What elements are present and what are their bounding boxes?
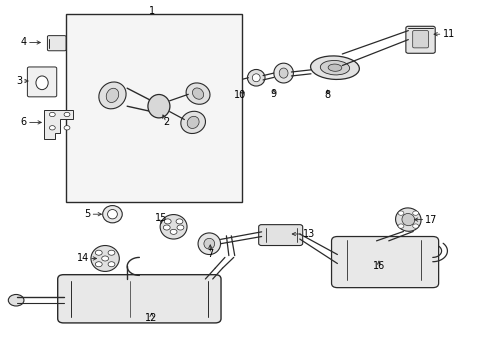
Text: 13: 13: [303, 229, 315, 239]
Ellipse shape: [310, 56, 359, 80]
Text: 11: 11: [442, 29, 454, 39]
Circle shape: [164, 219, 171, 224]
FancyBboxPatch shape: [27, 67, 57, 97]
Polygon shape: [44, 110, 73, 139]
Text: 16: 16: [372, 261, 385, 271]
Ellipse shape: [187, 116, 199, 129]
Text: 5: 5: [84, 209, 90, 219]
Circle shape: [108, 250, 115, 255]
Circle shape: [95, 250, 102, 255]
Bar: [66, 14, 242, 202]
Ellipse shape: [320, 60, 349, 75]
Circle shape: [108, 262, 115, 267]
Circle shape: [64, 126, 70, 130]
Circle shape: [397, 211, 403, 215]
FancyBboxPatch shape: [47, 36, 66, 51]
Circle shape: [8, 294, 24, 306]
Text: 15: 15: [155, 213, 167, 223]
Circle shape: [95, 262, 102, 267]
Ellipse shape: [102, 206, 122, 223]
Text: 17: 17: [425, 215, 437, 225]
Circle shape: [49, 126, 55, 130]
Ellipse shape: [247, 69, 264, 86]
Circle shape: [170, 229, 177, 234]
Text: 12: 12: [145, 312, 158, 323]
FancyBboxPatch shape: [58, 275, 221, 323]
Circle shape: [163, 225, 170, 230]
Ellipse shape: [279, 68, 287, 78]
Circle shape: [412, 211, 418, 215]
Ellipse shape: [203, 238, 214, 249]
Ellipse shape: [99, 82, 126, 109]
Circle shape: [64, 112, 70, 117]
Circle shape: [176, 219, 183, 224]
Ellipse shape: [36, 76, 48, 90]
Text: 2: 2: [163, 117, 169, 127]
Ellipse shape: [273, 63, 293, 83]
Circle shape: [102, 256, 108, 261]
Circle shape: [49, 112, 55, 117]
Circle shape: [177, 225, 183, 230]
Ellipse shape: [147, 94, 170, 118]
Ellipse shape: [252, 74, 260, 82]
Text: 6: 6: [20, 117, 27, 127]
Text: 7: 7: [207, 249, 213, 259]
Ellipse shape: [192, 88, 203, 99]
Ellipse shape: [401, 213, 414, 226]
Text: 3: 3: [16, 76, 22, 86]
Ellipse shape: [106, 88, 119, 103]
Text: 14: 14: [77, 253, 89, 264]
Text: 8: 8: [324, 90, 330, 100]
FancyBboxPatch shape: [258, 225, 302, 246]
Ellipse shape: [160, 215, 186, 239]
Circle shape: [397, 224, 403, 228]
Ellipse shape: [327, 64, 341, 71]
FancyBboxPatch shape: [331, 237, 438, 288]
FancyBboxPatch shape: [412, 31, 427, 48]
Text: 9: 9: [270, 89, 276, 99]
Text: 10: 10: [233, 90, 245, 100]
Ellipse shape: [91, 246, 119, 271]
Ellipse shape: [186, 83, 209, 104]
Text: 4: 4: [20, 37, 27, 48]
Ellipse shape: [395, 208, 420, 231]
FancyBboxPatch shape: [405, 26, 434, 53]
Ellipse shape: [107, 210, 117, 219]
Text: 1: 1: [148, 6, 154, 16]
Ellipse shape: [181, 111, 205, 134]
Ellipse shape: [198, 233, 220, 255]
Circle shape: [412, 224, 418, 228]
